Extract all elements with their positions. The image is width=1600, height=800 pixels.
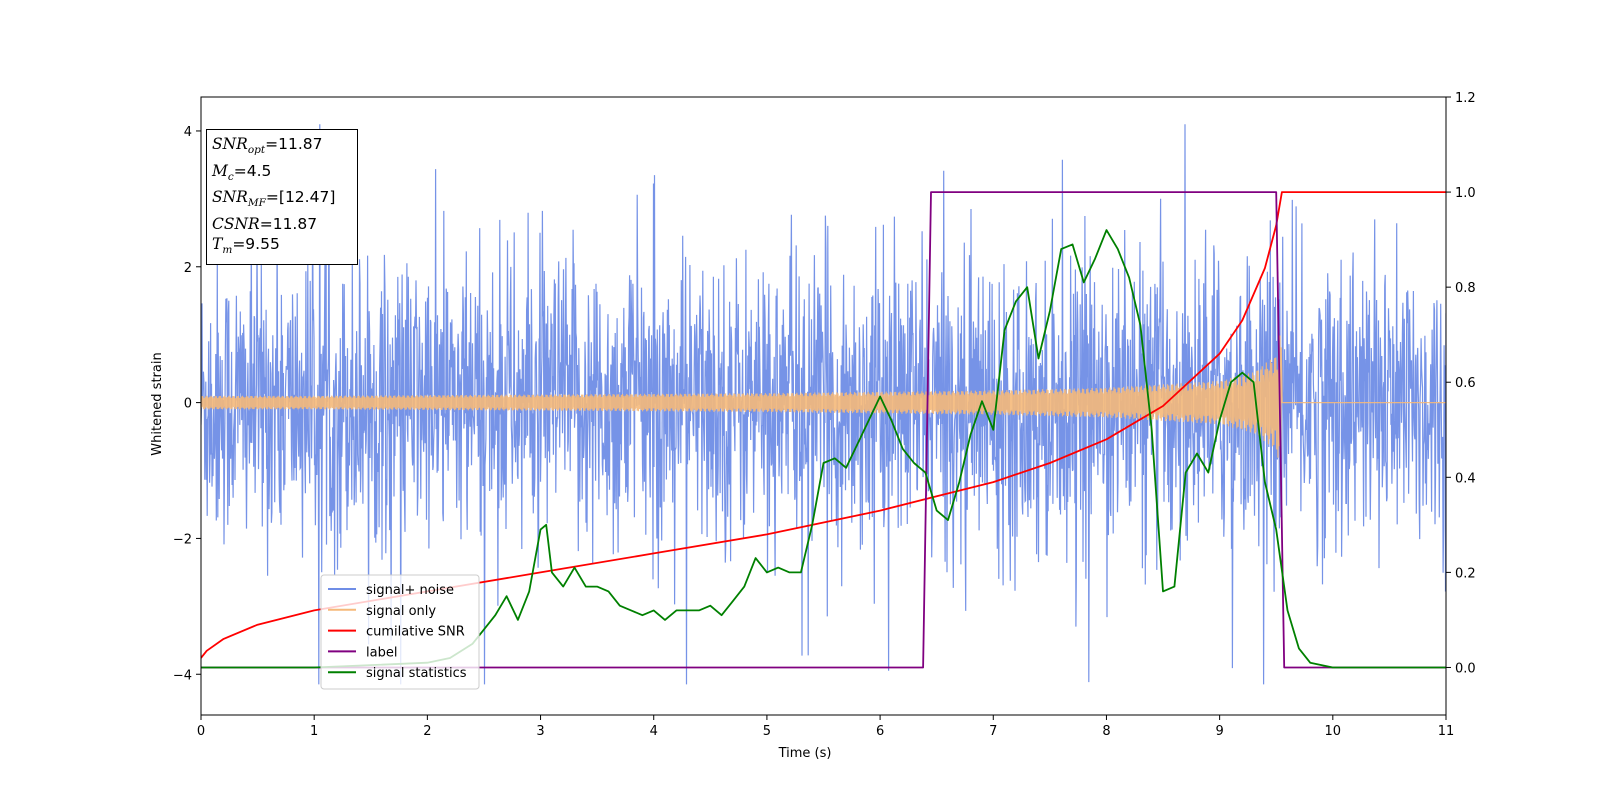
series-cumulative-snr bbox=[201, 191, 1446, 659]
plot-area bbox=[201, 124, 1446, 685]
x-tick-label: 7 bbox=[989, 724, 997, 739]
x-tick-label: 4 bbox=[650, 724, 658, 739]
x-tick-label: 8 bbox=[1102, 724, 1110, 739]
x-tick-label: 6 bbox=[876, 724, 884, 739]
y-tick-label: 0 bbox=[184, 397, 192, 412]
tm-value: =9.55 bbox=[232, 234, 280, 253]
x-tick-label: 11 bbox=[1438, 724, 1455, 739]
y2-tick-label: 0.8 bbox=[1455, 281, 1476, 296]
legend-item: signal+ noise bbox=[328, 583, 454, 598]
legend-item: signal statistics bbox=[328, 666, 467, 681]
x-tick-label: 1 bbox=[310, 724, 318, 739]
legend-item: label bbox=[328, 645, 397, 660]
mc-line: Mc=4.5 bbox=[212, 161, 272, 183]
legend-label: signal+ noise bbox=[366, 583, 454, 598]
y2-tick-label: 0.4 bbox=[1455, 471, 1476, 486]
x-tick-label: 0 bbox=[197, 724, 205, 739]
info-box: SNRopt=11.87 Mc=4.5 SNRMF=[12.47] CSNR=1… bbox=[206, 129, 358, 266]
y-tick-label: −2 bbox=[173, 532, 192, 547]
x-tick-label: 5 bbox=[763, 724, 771, 739]
series-signal-statistics bbox=[201, 229, 1446, 669]
legend-label: label bbox=[366, 645, 397, 660]
legend-label: signal only bbox=[366, 604, 436, 619]
legend-item: signal only bbox=[328, 604, 436, 619]
x-tick-label: 10 bbox=[1325, 724, 1342, 739]
y2-tick-label: 0.6 bbox=[1455, 376, 1476, 391]
legend-label: signal statistics bbox=[366, 666, 467, 681]
snr-mf-line: SNRMF=[12.47] bbox=[212, 188, 336, 210]
legend-box bbox=[320, 574, 480, 690]
mc-value: =4.5 bbox=[233, 161, 272, 180]
x-tick-label: 2 bbox=[423, 724, 431, 739]
y-tick-label: 4 bbox=[184, 125, 192, 140]
legend-label: cumilative SNR bbox=[366, 625, 465, 640]
csnr-line: CSNR=11.87 bbox=[212, 214, 318, 233]
legend-item: cumilative SNR bbox=[328, 625, 465, 640]
y2-tick-label: 1.0 bbox=[1455, 186, 1476, 201]
plot-frame bbox=[200, 96, 1447, 716]
y2-tick-label: 0.2 bbox=[1455, 566, 1476, 581]
y2-tick-label: 0.0 bbox=[1455, 661, 1476, 676]
x-axis-label: Time (s) bbox=[778, 746, 832, 761]
y-tick-label: −4 bbox=[173, 668, 192, 683]
y-axis-label: Whitened strain bbox=[150, 352, 165, 455]
x-tick-label: 3 bbox=[536, 724, 544, 739]
x-tick-label: 9 bbox=[1215, 724, 1223, 739]
series-signal-only bbox=[201, 335, 1446, 467]
snr-mf-value: =[12.47] bbox=[265, 188, 336, 206]
y-tick-label: 2 bbox=[184, 261, 192, 276]
csnr-value: =11.87 bbox=[259, 214, 318, 233]
snr-opt-line: SNRopt=11.87 bbox=[212, 135, 323, 157]
y2-tick-label: 1.2 bbox=[1455, 91, 1476, 106]
tm-line: Tm=9.55 bbox=[212, 234, 280, 256]
snr-opt-value: =11.87 bbox=[265, 135, 323, 153]
series-label bbox=[201, 191, 1446, 669]
series-group bbox=[201, 124, 1446, 685]
axes: 0 1 2 3 4 5 6 7 8 9 10 11 4 2 0 −2 −4 1.2 1.0 0.8 0.6 0.4 0.2 0… bbox=[173, 91, 1476, 739]
legend: signal+ noise signal only cumilative SNR la… bbox=[320, 574, 480, 690]
